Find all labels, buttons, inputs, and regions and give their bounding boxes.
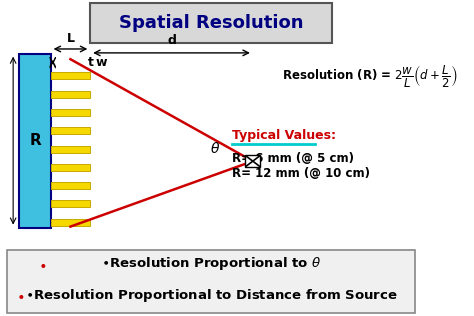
Text: Typical Values:: Typical Values: [232,129,336,143]
Text: d: d [167,34,176,47]
Text: t: t [88,56,94,69]
FancyBboxPatch shape [90,3,332,43]
Text: $\theta$: $\theta$ [210,141,220,156]
Text: Spatial Resolution: Spatial Resolution [119,14,303,32]
Text: Resolution (R) = $2\dfrac{w}{L}\left(d+\dfrac{L}{2}\right)$: Resolution (R) = $2\dfrac{w}{L}\left(d+\… [282,63,458,89]
Bar [19,54,51,228]
Bar [51,72,90,79]
Text: $\bullet$: $\bullet$ [17,289,25,302]
Text: R= 12 mm (@ 10 cm): R= 12 mm (@ 10 cm) [232,167,370,180]
Text: w: w [95,56,107,69]
Text: $\bullet$: $\bullet$ [38,257,46,271]
Bar [51,127,90,134]
Bar [51,182,90,189]
Bar [51,200,90,207]
Text: R= 6 mm (@ 5 cm): R= 6 mm (@ 5 cm) [232,151,354,165]
FancyBboxPatch shape [7,250,415,313]
Bar [51,91,90,98]
Text: L: L [66,32,74,45]
Bar [51,146,90,153]
Text: R: R [29,133,41,148]
Bar [51,164,90,171]
Text: $\bullet$Resolution Proportional to $\theta$: $\bullet$Resolution Proportional to $\th… [101,255,321,272]
Bar [245,155,260,167]
Bar [51,109,90,116]
Bar [51,219,90,226]
Text: $\bullet$Resolution Proportional to Distance from Source: $\bullet$Resolution Proportional to Dist… [25,287,398,304]
